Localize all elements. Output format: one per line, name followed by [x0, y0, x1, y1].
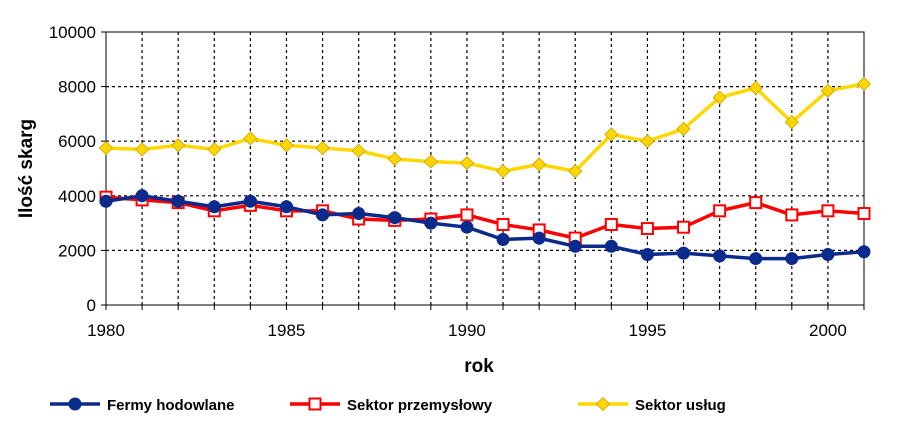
data-point: [496, 232, 510, 246]
data-point: [315, 140, 330, 156]
series-fermy-hodowlane: [99, 189, 871, 266]
data-point: [748, 80, 763, 96]
y-tick-label: 4000: [58, 187, 96, 206]
legend: Fermy hodowlane Sektor przemysłowy Sektor …: [50, 396, 726, 414]
data-point: [243, 194, 257, 208]
series-sektor-us-ug: [98, 76, 872, 179]
data-point: [604, 239, 618, 253]
y-tick-label: 10000: [49, 23, 96, 42]
data-point: [135, 142, 150, 157]
data-point: [820, 83, 835, 98]
data-point: [207, 200, 221, 214]
y-tick-label: 6000: [58, 132, 96, 151]
data-point: [243, 131, 258, 146]
legend-marker: [308, 397, 322, 411]
y-tick-label: 2000: [58, 241, 96, 260]
data-point: [351, 143, 366, 158]
data-point: [713, 249, 727, 263]
data-point: [640, 222, 654, 236]
data-point: [98, 140, 114, 156]
data-point: [532, 231, 546, 245]
data-point: [171, 194, 185, 208]
data-point: [640, 247, 654, 261]
x-tick-label: 2000: [809, 321, 847, 340]
data-point: [171, 138, 186, 153]
data-point: [821, 204, 835, 218]
data-point: [677, 246, 691, 260]
x-tick-label: 1985: [268, 321, 306, 340]
data-point: [568, 164, 583, 179]
y-tick-label: 8000: [58, 78, 96, 97]
data-point: [99, 194, 113, 208]
grid-lines: [106, 32, 864, 305]
legend-marker: [595, 396, 611, 412]
data-point: [857, 245, 871, 259]
data-point: [352, 207, 366, 221]
series-sektor-przemys-owy: [99, 190, 871, 245]
legend-label: Sektor przemysłowy: [347, 397, 493, 414]
data-point: [316, 208, 330, 222]
x-tick-label: 1980: [87, 321, 125, 340]
data-point: [749, 252, 763, 266]
series-line: [105, 82, 865, 173]
y-axis-ticks: 0 2000 4000 6000 8000 10000: [49, 23, 106, 315]
data-point: [713, 204, 727, 218]
legend-label: Fermy hodowlane: [107, 397, 235, 414]
y-tick-label: 0: [87, 296, 96, 315]
series-line: [105, 194, 865, 261]
data-point: [387, 151, 402, 167]
data-point: [785, 252, 799, 266]
data-point: [784, 115, 799, 130]
data-point: [677, 220, 691, 234]
data-point: [495, 164, 511, 179]
data-point: [279, 138, 294, 153]
legend-item: Sektor przemysłowy: [290, 397, 493, 414]
data-point: [460, 208, 474, 222]
data-point: [857, 207, 871, 221]
data-point: [207, 142, 222, 157]
data-point: [459, 155, 475, 171]
data-point: [604, 127, 619, 142]
data-point: [496, 217, 510, 231]
plot-area-frame: [105, 31, 865, 306]
data-point: [532, 157, 547, 172]
legend-marker: [68, 397, 82, 411]
series-group: [98, 76, 872, 266]
data-point: [785, 208, 799, 222]
legend-item: Sektor usług: [578, 396, 726, 414]
legend-item: Fermy hodowlane: [50, 397, 235, 414]
legend-label: Sektor usług: [635, 397, 726, 414]
data-point: [640, 134, 655, 149]
x-tick-label: 1995: [629, 321, 667, 340]
data-point: [712, 90, 727, 105]
series-line: [105, 195, 865, 240]
data-point: [568, 239, 582, 253]
data-point: [388, 211, 402, 225]
data-point: [856, 76, 872, 91]
data-point: [279, 200, 293, 214]
y-axis-title: Ilość skarg: [16, 119, 37, 218]
data-point: [423, 154, 438, 169]
data-point: [424, 216, 438, 230]
x-axis-title: rok: [464, 356, 494, 377]
data-point: [460, 220, 474, 234]
data-point: [135, 189, 149, 203]
x-tick-label: 1990: [448, 321, 486, 340]
data-point: [604, 217, 618, 231]
data-point: [821, 247, 835, 261]
data-point: [676, 121, 691, 136]
data-point: [749, 196, 763, 210]
x-axis-ticks: 1980 1985 1990 1995 2000: [87, 305, 865, 340]
